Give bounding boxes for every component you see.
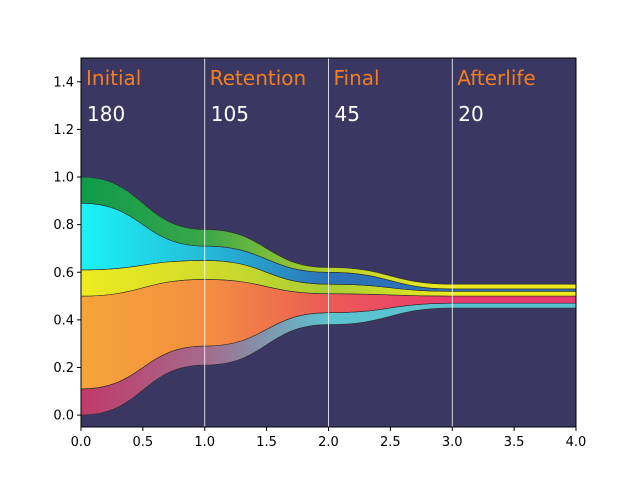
- y-tick-label: 1.0: [53, 171, 74, 186]
- stage-label: Afterlife: [457, 66, 536, 90]
- y-tick-label: 0.6: [53, 266, 74, 281]
- y-tick-label: 0.0: [53, 409, 74, 424]
- stage-count: 180: [87, 102, 125, 126]
- y-tick-label: 0.4: [53, 313, 74, 328]
- y-tick-label: 1.4: [53, 75, 74, 90]
- x-tick-label: 2.5: [380, 435, 401, 450]
- stage-count: 45: [335, 102, 360, 126]
- stage-dividers: [204, 58, 453, 427]
- stage-count: 105: [211, 102, 249, 126]
- y-tick-label: 1.2: [53, 123, 74, 138]
- y-tick-label: 0.2: [53, 361, 74, 376]
- stage-label: Retention: [210, 66, 306, 90]
- x-tick-label: 2.0: [318, 435, 339, 450]
- y-tick-label: 0.8: [53, 218, 74, 233]
- stage-labels: Initial 180 Retention 105 Final 45 Afterlife 20: [86, 66, 536, 126]
- y-axis: 0.0 0.2 0.4 0.6 0.8 1.0 1.2 1.4: [53, 75, 81, 424]
- x-tick-label: 4.0: [566, 435, 587, 450]
- stage-count: 20: [458, 102, 483, 126]
- x-tick-label: 1.5: [256, 435, 277, 450]
- x-tick-label: 0.0: [71, 435, 92, 450]
- x-axis: 0.0 0.5 1.0 1.5 2.0 2.5 3.0 3.5 4.0: [71, 427, 587, 450]
- x-tick-label: 1.0: [194, 435, 215, 450]
- x-tick-label: 0.5: [133, 435, 154, 450]
- x-tick-label: 3.5: [504, 435, 525, 450]
- stage-label: Final: [334, 66, 380, 90]
- stage-label: Initial: [86, 66, 141, 90]
- x-tick-label: 3.0: [442, 435, 463, 450]
